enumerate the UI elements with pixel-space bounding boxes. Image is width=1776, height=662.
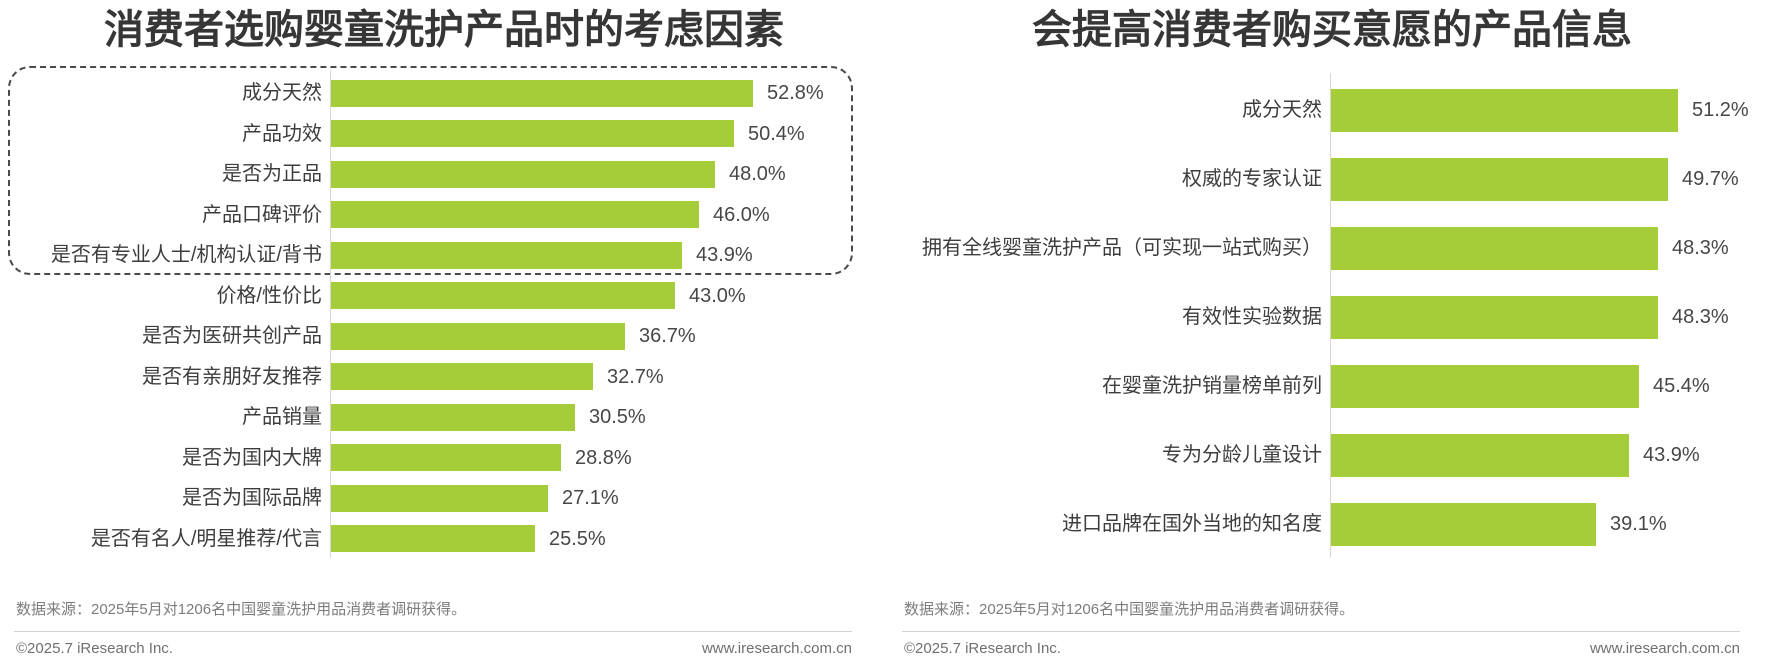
category-label: 是否有专业人士/机构认证/背书 [50,244,322,266]
category-label: 进口品牌在国外当地的知名度 [1062,513,1322,535]
bar [331,363,593,390]
right-chart-axis-line [1330,73,1331,557]
bar [1331,88,1678,132]
bar [1331,502,1596,546]
value-label: 48.3% [1672,237,1729,259]
value-label: 39.1% [1610,513,1667,535]
value-label: 49.7% [1682,168,1739,190]
category-label: 在婴童洗护销量榜单前列 [1102,375,1322,397]
category-label: 拥有全线婴童洗护产品（可实现一站式购买） [922,237,1322,259]
value-label: 43.9% [696,244,753,266]
value-label: 48.0% [729,163,786,185]
footer-divider [902,631,1740,632]
value-label: 25.5% [549,527,606,550]
bar [1331,295,1658,339]
value-label: 52.8% [767,82,824,104]
copyright-text: ©2025.7 iResearch Inc. [16,640,173,657]
category-label: 有效性实验数据 [1182,306,1322,328]
website-url: www.iresearch.com.cn [1589,640,1740,657]
category-label: 价格/性价比 [216,284,322,307]
top-factors-dashed-box [8,66,853,275]
category-label: 是否为国际品牌 [182,487,322,509]
value-label: 28.8% [575,446,632,469]
category-label: 是否有亲朋好友推荐 [142,365,322,388]
category-label: 专为分龄儿童设计 [1162,444,1322,466]
category-label: 是否为正品 [222,163,322,185]
bar [331,79,753,107]
value-label: 51.2% [1692,99,1749,121]
value-label: 48.3% [1672,306,1729,328]
chart-panel-left: 消费者选购婴童洗护产品时的考虑因素 数据来源：2025年5月对1206名中国婴童… [8,8,853,657]
bar [331,322,625,350]
category-label: 成分天然 [1242,99,1322,121]
bar [331,241,682,269]
bar [331,201,699,228]
bar [331,120,734,147]
left-chart-title: 消费者选购婴童洗护产品时的考虑因素 [104,8,784,52]
value-label: 46.0% [713,203,770,226]
value-label: 45.4% [1653,375,1710,397]
right-chart-title: 会提高消费者购买意愿的产品信息 [1032,8,1632,52]
bar [1331,433,1629,477]
value-label: 43.9% [1643,444,1700,466]
bar [331,444,561,471]
category-label: 是否为医研共创产品 [142,325,322,347]
bar [1331,226,1658,270]
category-label: 成分天然 [242,82,322,104]
chart-panel-right: 会提高消费者购买意愿的产品信息 数据来源：2025年5月对1206名中国婴童洗护… [888,0,1776,662]
category-label: 是否为国内大牌 [182,446,322,469]
footer-divider [14,631,852,632]
left-chart-axis-line [330,70,331,558]
category-label: 产品口碑评价 [202,203,322,226]
bar [331,403,575,431]
value-label: 36.7% [639,325,696,347]
category-label: 产品功效 [242,122,322,145]
data-source-note: 数据来源：2025年5月对1206名中国婴童洗护用品消费者调研获得。 [904,601,1355,618]
value-label: 27.1% [562,487,619,509]
bar [331,282,675,309]
bar [331,525,535,552]
website-url: www.iresearch.com.cn [701,640,852,657]
category-label: 是否有名人/明星推荐/代言 [90,527,322,550]
value-label: 32.7% [607,365,664,388]
value-label: 30.5% [589,406,646,428]
value-label: 43.0% [689,284,746,307]
bar [331,160,715,188]
value-label: 50.4% [748,122,805,145]
category-label: 产品销量 [242,406,322,428]
category-label: 权威的专家认证 [1182,168,1322,190]
bar [331,484,548,512]
data-source-note: 数据来源：2025年5月对1206名中国婴童洗护用品消费者调研获得。 [16,601,467,618]
copyright-text: ©2025.7 iResearch Inc. [904,640,1061,657]
bar [1331,364,1639,408]
bar [1331,157,1668,201]
